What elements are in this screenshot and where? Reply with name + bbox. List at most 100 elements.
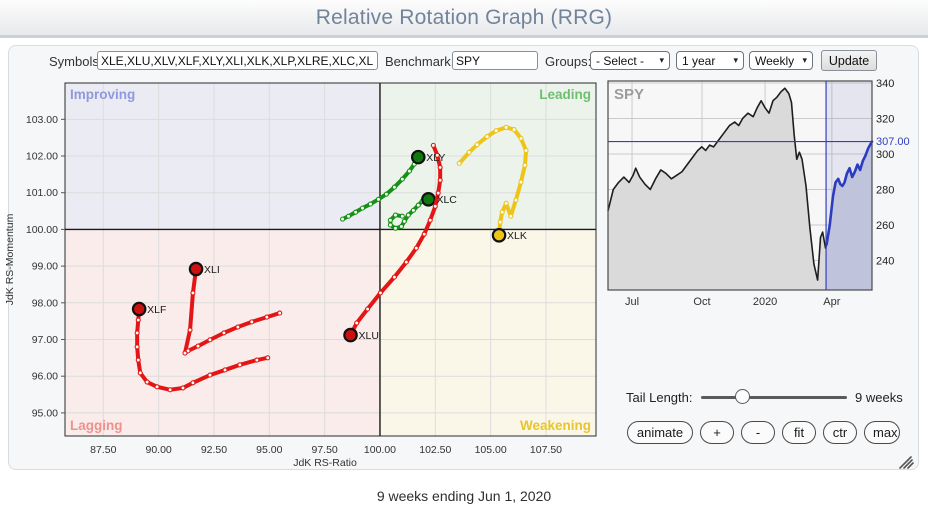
y-tick-label: 102.00 <box>26 151 58 163</box>
spy-highlight-region <box>826 81 872 290</box>
tail-week-dot <box>493 128 499 134</box>
tail-week-dot <box>354 320 360 326</box>
tail-week-dot <box>345 213 352 219</box>
x-tick-label: 107.50 <box>530 444 562 456</box>
tail-week-dot <box>435 190 441 196</box>
tail-week-dot <box>415 202 421 208</box>
spy-last-price-label: 307.00 <box>876 136 910 148</box>
tail-XLF[interactable] <box>131 301 271 393</box>
tail-week-dot <box>497 219 503 225</box>
tail-week-dot <box>144 379 150 385</box>
tail-week-dot <box>340 216 346 222</box>
tail-week-dot <box>264 314 270 320</box>
tail-XLU[interactable] <box>343 142 443 343</box>
tail-week-dot <box>134 330 140 336</box>
tail-week-dot <box>367 201 374 207</box>
x-tick-label: 105.00 <box>475 444 507 456</box>
tail-line-XLI <box>182 267 282 356</box>
tail-week-dot <box>235 324 241 330</box>
spy-area-recent <box>826 141 872 290</box>
spy-y-tick-label: 240 <box>876 256 894 268</box>
update-button[interactable]: Update <box>821 50 877 71</box>
tail-week-dot <box>154 384 160 390</box>
tail-length-slider-thumb[interactable] <box>735 389 750 404</box>
symbol-marker-XLK[interactable] <box>491 227 507 243</box>
groups-label: Groups: <box>545 54 592 69</box>
tail-week-dot <box>484 134 490 140</box>
tail-week-dot <box>137 370 143 376</box>
symbol-marker-XLF[interactable] <box>131 301 147 317</box>
quadrant-label-improving: Improving <box>70 87 135 102</box>
tail-week-dot <box>518 135 524 141</box>
center-button[interactable]: ctr <box>823 421 857 444</box>
spy-chart-title: SPY <box>614 86 644 103</box>
frequency-select-value: Weekly <box>755 53 795 68</box>
max-button[interactable]: max <box>864 421 900 444</box>
tail-week-dot <box>399 213 405 219</box>
symbol-marker-XLY[interactable] <box>410 149 426 165</box>
tail-week-dot <box>237 362 243 368</box>
fit-button[interactable]: fit <box>782 421 816 444</box>
symbol-marker-XLU[interactable] <box>343 327 358 343</box>
x-tick-label: 97.50 <box>311 444 337 456</box>
tail-week-dot <box>405 212 411 218</box>
symbols-input[interactable] <box>97 51 378 70</box>
y-axis-title: JdK RS-Momentum <box>4 213 16 305</box>
spy-y-tick-label: 340 <box>876 78 894 90</box>
symbol-label-XLU: XLU <box>359 330 379 342</box>
groups-select[interactable]: - Select - ▾ <box>590 51 670 70</box>
tail-XLK[interactable] <box>456 124 529 243</box>
tail-week-dot <box>421 231 427 237</box>
tail-week-dot <box>437 164 443 170</box>
tail-week-dot <box>249 319 255 325</box>
tail-week-dot <box>410 207 416 213</box>
tail-week-dot <box>383 191 389 197</box>
tail-week-dot <box>522 162 528 168</box>
tail-week-dot <box>427 217 433 223</box>
tail-XLY[interactable] <box>340 149 426 222</box>
animate-button[interactable]: animate <box>627 421 693 444</box>
x-tick-label: 95.00 <box>256 444 282 456</box>
frequency-select[interactable]: Weekly ▾ <box>749 51 813 70</box>
tail-week-dot <box>398 223 404 230</box>
y-tick-label: 97.00 <box>32 334 58 346</box>
spy-y-tick-label: 280 <box>876 184 894 196</box>
tail-week-dot <box>377 290 383 296</box>
chart-buttons-row: animate + - fit ctr max <box>627 421 900 444</box>
spy-plot-border <box>607 80 873 291</box>
tail-week-dot <box>387 222 393 228</box>
tail-week-dot <box>167 387 173 393</box>
rrg-chart[interactable]: Improving Leading Lagging Weakening 87.50 90.… <box>0 76 610 476</box>
y-tick-label: 98.00 <box>32 297 58 309</box>
symbol-marker-XLC[interactable] <box>421 192 436 207</box>
tail-week-dot <box>392 212 399 218</box>
zoom-in-button[interactable]: + <box>700 421 734 444</box>
tail-week-dot <box>195 343 201 349</box>
y-tick-label: 103.00 <box>26 114 58 126</box>
tail-week-dot <box>430 142 436 148</box>
x-tick-label: 102.50 <box>419 444 451 456</box>
tail-week-dot <box>466 149 472 155</box>
benchmark-input[interactable] <box>452 51 538 70</box>
tail-week-dot <box>391 184 397 190</box>
page-title: Relative Rotation Graph (RRG) <box>315 5 613 29</box>
chevron-down-icon: ▾ <box>733 55 738 65</box>
tail-week-dot <box>180 385 186 391</box>
tail-XLC[interactable] <box>387 192 436 231</box>
benchmark-label: Benchmark: <box>385 54 455 69</box>
symbol-label-XLI: XLI <box>204 264 220 276</box>
period-select[interactable]: 1 year ▾ <box>676 51 744 70</box>
tail-week-dot <box>190 290 196 296</box>
resize-handle-icon[interactable] <box>897 454 914 469</box>
tail-week-dot <box>365 306 371 312</box>
tail-week-dot <box>511 127 517 133</box>
zoom-out-button[interactable]: - <box>741 421 775 444</box>
tail-length-slider-track[interactable] <box>701 396 847 399</box>
tail-week-dot <box>187 327 193 333</box>
symbol-marker-XLI[interactable] <box>188 261 204 277</box>
x-tick-label: 92.50 <box>201 444 227 456</box>
tail-week-dot <box>403 259 409 265</box>
tail-week-dot <box>190 380 196 386</box>
tail-XLI[interactable] <box>182 261 283 356</box>
spy-line-history <box>607 87 828 281</box>
